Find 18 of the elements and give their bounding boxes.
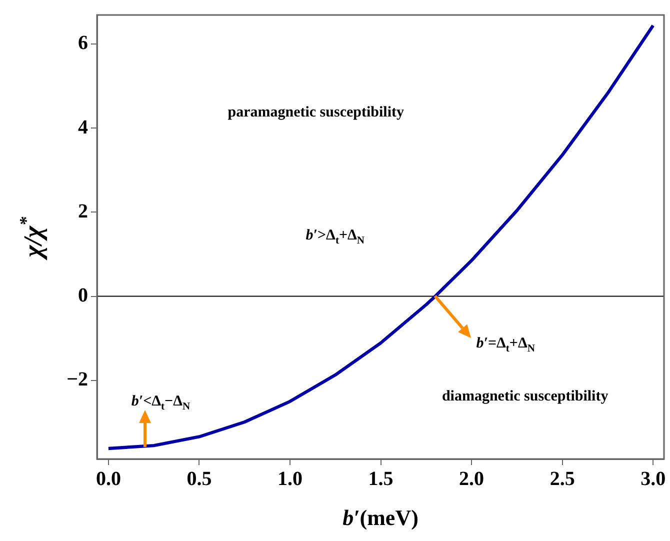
- x-tick-label: 0.0: [96, 468, 121, 490]
- y-tick-label: 4: [78, 116, 88, 138]
- annotation: diamagnetic susceptibility: [442, 388, 608, 406]
- annotation: paramagnetic susceptibility: [228, 104, 404, 122]
- x-tick-label: 2.5: [550, 468, 575, 490]
- y-tick-label: −2: [66, 368, 88, 391]
- y-tick-label: 6: [78, 32, 88, 54]
- x-tick-label: 2.0: [459, 468, 484, 490]
- y-tick-label: 2: [78, 200, 88, 222]
- y-tick-label: 0: [78, 284, 88, 306]
- x-tick-label: 3.0: [640, 468, 666, 490]
- x-tick-label: 1.5: [368, 468, 394, 490]
- x-axis-title: b′(meV): [342, 505, 418, 531]
- annotation: b′=Δ$_{t}$+Δ$_{N}$: [476, 336, 535, 355]
- annotation: b′<Δ$_{t}$−Δ$_{N}$: [131, 393, 190, 412]
- x-tick-label: 0.5: [186, 468, 212, 490]
- x-tick-label: 1.0: [277, 468, 302, 490]
- annotation: b′>Δ$_{t}$+Δ$_{N}$: [306, 228, 364, 246]
